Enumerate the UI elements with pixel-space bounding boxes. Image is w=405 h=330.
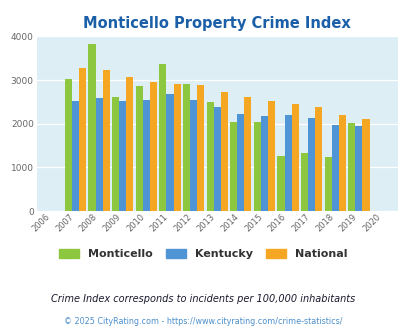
Bar [253,122,260,211]
Bar [95,98,102,211]
Bar [65,79,72,211]
Bar [166,94,173,211]
Bar [197,85,204,211]
Bar [314,107,322,211]
Bar [277,156,284,211]
Bar [284,115,291,211]
Bar [126,78,133,211]
Bar [267,101,275,211]
Bar [301,153,307,211]
Bar [143,100,149,211]
Bar [230,122,237,211]
Bar [88,44,95,211]
Bar [102,70,109,211]
Bar [213,107,220,211]
Bar [183,83,190,211]
Bar [244,97,251,211]
Title: Monticello Property Crime Index: Monticello Property Crime Index [83,16,350,31]
Bar [206,102,213,211]
Bar [331,125,338,211]
Bar [112,97,119,211]
Bar [79,68,86,211]
Bar [338,115,345,211]
Bar [347,123,354,211]
Bar [307,118,314,211]
Bar [173,83,180,211]
Bar [159,64,166,211]
Bar [220,92,227,211]
Bar [119,101,126,211]
Bar [362,119,369,211]
Bar [237,114,244,211]
Bar [354,126,362,211]
Bar [72,101,79,211]
Bar [135,86,143,211]
Text: © 2025 CityRating.com - https://www.cityrating.com/crime-statistics/: © 2025 CityRating.com - https://www.city… [64,317,341,326]
Bar [190,100,197,211]
Bar [149,82,157,211]
Bar [291,104,298,211]
Legend: Monticello, Kentucky, National: Monticello, Kentucky, National [54,244,351,263]
Bar [324,157,331,211]
Text: Crime Index corresponds to incidents per 100,000 inhabitants: Crime Index corresponds to incidents per… [51,294,354,304]
Bar [260,116,267,211]
